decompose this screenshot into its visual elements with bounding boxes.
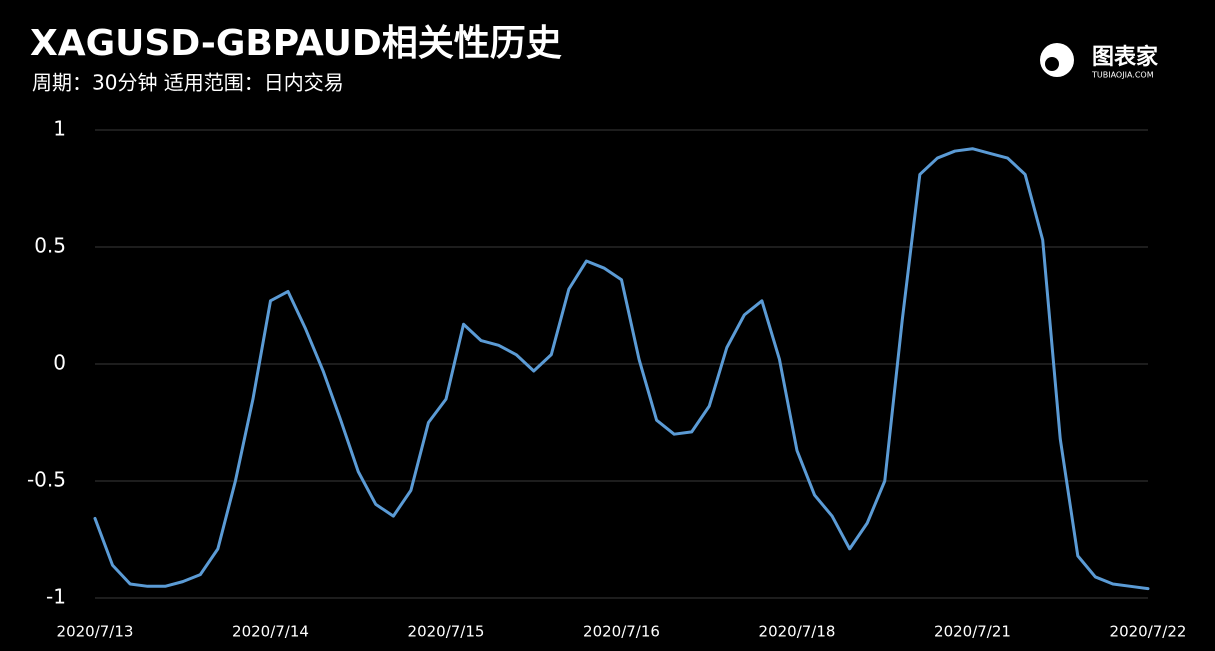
x-tick-label: 2020/7/18 bbox=[759, 623, 836, 641]
x-tick-label: 2020/7/16 bbox=[583, 623, 660, 641]
x-tick-label: 2020/7/22 bbox=[1110, 623, 1187, 641]
x-tick-label: 2020/7/15 bbox=[408, 623, 485, 641]
y-tick-label: 0.5 bbox=[34, 234, 66, 258]
y-tick-label: -1 bbox=[46, 585, 66, 609]
chart-subtitle: 周期：30分钟 适用范围：日内交易 bbox=[32, 71, 344, 95]
x-tick-label: 2020/7/13 bbox=[57, 623, 134, 641]
y-tick-label: 0 bbox=[53, 351, 66, 375]
logo-name: 图表家 bbox=[1092, 44, 1159, 70]
logo-site: TUBIAOJIA.COM bbox=[1091, 71, 1154, 80]
logo-icon-eye bbox=[1045, 57, 1059, 71]
x-tick-label: 2020/7/14 bbox=[232, 623, 309, 641]
x-tick-label: 2020/7/21 bbox=[934, 623, 1011, 641]
y-tick-label: -0.5 bbox=[27, 468, 66, 492]
line-series bbox=[93, 147, 1150, 591]
y-tick-label: 1 bbox=[53, 117, 66, 141]
logo: 图表家 TUBIAOJIA.COM bbox=[1040, 43, 1159, 80]
chart-title: XAGUSD-GBPAUD相关性历史 bbox=[30, 23, 562, 64]
